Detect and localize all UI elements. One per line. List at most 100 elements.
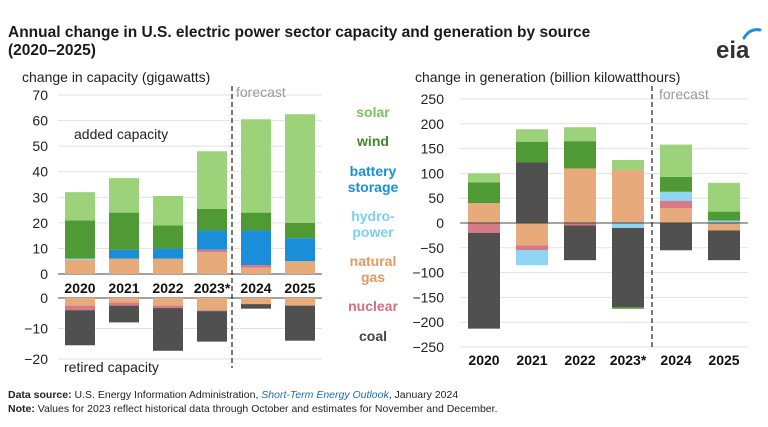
legend-natural-gas-line-2: gas <box>361 269 385 285</box>
capacity-category-label-2020: 2020 <box>64 280 95 296</box>
generation-bar-coal-2023 <box>612 227 644 308</box>
capacity-bar-nuclear-2024 <box>241 265 271 268</box>
capacity-bar-battery-storage-2024 <box>241 230 271 266</box>
capacity-tick-label-10: 10 <box>32 240 48 256</box>
generation-bar-wind-2023 <box>612 307 644 309</box>
generation-bar-coal-2020 <box>468 232 500 329</box>
generation-axis-title: change in generation (billion kilowattho… <box>415 69 680 85</box>
generation-tick-label-0: 0 <box>436 215 444 231</box>
capacity-bar-battery-storage-2021 <box>109 249 139 259</box>
capacity-bar-natural-gas-2021 <box>109 258 139 274</box>
generation-tick-label-50: −50 <box>420 240 444 256</box>
capacity-bar-solar-2021 <box>109 178 139 213</box>
capacity-tick-label-40: 40 <box>32 164 48 180</box>
generation-tick-label-100: 100 <box>421 165 445 181</box>
generation-category-label-2021: 2021 <box>516 352 547 368</box>
legend-battery-storage-line-1: battery <box>350 163 397 179</box>
generation-tick-label-100: −100 <box>412 265 444 281</box>
generation-bar-nuclear-2020 <box>468 223 500 233</box>
retired-bar-natural-gas-2021 <box>109 298 139 303</box>
capacity-bar-natural-gas-2025 <box>285 261 315 274</box>
legend-nuclear: nuclear <box>348 298 398 314</box>
capacity-bar-natural-gas-2023 <box>197 252 227 274</box>
retired-bar-natural-gas-2025 <box>285 298 315 306</box>
capacity-category-label-2025: 2025 <box>284 280 315 296</box>
generation-bar-nuclear-2021 <box>516 245 548 251</box>
capacity-tick-label-50: 50 <box>32 138 48 154</box>
capacity-category-label-2022: 2022 <box>152 280 183 296</box>
capacity-tick-label-60: 60 <box>32 113 48 129</box>
capacity-bar-wind-2021 <box>109 212 139 250</box>
retired-bar-coal-2022 <box>153 308 183 351</box>
retired-tick-label-10: −10 <box>24 321 48 337</box>
capacity-tick-label-70: 70 <box>32 87 48 103</box>
retired-bar-natural-gas-2022 <box>153 298 183 306</box>
capacity-bar-natural-gas-2020 <box>65 259 95 274</box>
generation-bar-solar-2023 <box>612 160 644 170</box>
retired-bar-natural-gas-2023 <box>197 298 227 311</box>
capacity-bar-wind-2023 <box>197 208 227 231</box>
capacity-tick-label-30: 30 <box>32 189 48 205</box>
capacity-bar-solar-2020 <box>65 192 95 221</box>
generation-tick-label-150: −150 <box>412 289 444 305</box>
capacity-bar-battery-storage-2023 <box>197 230 227 250</box>
generation-bar-wind-2025 <box>708 211 740 221</box>
legend-wind: wind <box>356 133 389 149</box>
legend-hydropower-line-2: power <box>352 224 394 240</box>
generation-tick-label-200: 200 <box>421 116 445 132</box>
capacity-bar-solar-2022 <box>153 196 183 226</box>
generation-bar-wind-2020 <box>468 182 500 204</box>
capacity-bar-solar-2023 <box>197 151 227 209</box>
generation-bar-wind-2022 <box>564 141 596 169</box>
retired-bar-natural-gas-2020 <box>65 298 95 306</box>
retired-tick-label-20: −20 <box>24 351 48 367</box>
retired-bar-coal-2024 <box>241 304 271 309</box>
retired-bar-nuclear-2023 <box>197 310 227 312</box>
generation-bar-natural-gas-2020 <box>468 203 500 223</box>
generation-bar-coal-2024 <box>660 223 692 251</box>
generation-bar-solar-2021 <box>516 129 548 142</box>
capacity-bar-natural-gas-2024 <box>241 267 271 274</box>
retired-bar-coal-2025 <box>285 305 315 341</box>
data-note: Note: Values for 2023 reflect historical… <box>8 403 498 415</box>
capacity-axis-title: change in capacity (gigawatts) <box>22 69 210 85</box>
retired-bar-natural-gas-2024 <box>241 298 271 305</box>
legend-battery-storage-line-2: storage <box>348 179 399 195</box>
eia-logo-swoosh <box>742 28 762 40</box>
source-link[interactable]: Short-Term Energy Outlook <box>261 389 389 401</box>
capacity-chart: change in capacity (gigawatts) 0 10 20 30 40 5… <box>22 69 322 375</box>
legend-solar: solar <box>356 104 390 120</box>
capacity-bar-wind-2025 <box>285 222 315 239</box>
capacity-bar-wind-2022 <box>153 225 183 249</box>
generation-bar-hydropower-2024 <box>660 191 692 201</box>
generation-bar-coal-2021 <box>516 162 548 223</box>
generation-bar-nuclear-2022 <box>564 223 596 226</box>
eia-logo-text: eia <box>716 37 750 64</box>
generation-forecast-label: forecast <box>659 86 709 102</box>
eia-logo: eia <box>716 28 762 64</box>
generation-bar-hydropower-2025 <box>708 220 740 223</box>
chart-title: Annual change in U.S. electric power sec… <box>8 24 591 59</box>
generation-bar-natural-gas-2023 <box>612 169 644 223</box>
capacity-bar-solar-2025 <box>285 114 315 223</box>
capacity-bar-natural-gas-2022 <box>153 258 183 274</box>
generation-bar-natural-gas-2024 <box>660 208 692 223</box>
capacity-bar-nuclear-2023 <box>197 249 227 253</box>
generation-bar-natural-gas-2022 <box>564 168 596 223</box>
generation-tick-label-200: −200 <box>412 314 444 330</box>
generation-chart: change in generation (billion kilowattho… <box>412 69 748 368</box>
generation-category-label-2022: 2022 <box>564 352 595 368</box>
generation-tick-label-150: 150 <box>421 141 445 157</box>
generation-bar-natural-gas-2025 <box>708 223 740 231</box>
generation-category-label-2023: 2023* <box>610 352 647 368</box>
generation-category-label-2024: 2024 <box>660 352 691 368</box>
generation-tick-label-50: 50 <box>428 190 444 206</box>
retired-capacity-label: retired capacity <box>64 359 159 375</box>
generation-bar-coal-2025 <box>708 230 740 261</box>
generation-tick-label-250: 250 <box>421 91 445 107</box>
capacity-bar-hydropower-2020 <box>65 258 95 260</box>
capacity-tick-label-0: 0 <box>40 266 48 282</box>
retired-bar-coal-2020 <box>65 310 95 346</box>
capacity-bar-wind-2020 <box>65 220 95 259</box>
